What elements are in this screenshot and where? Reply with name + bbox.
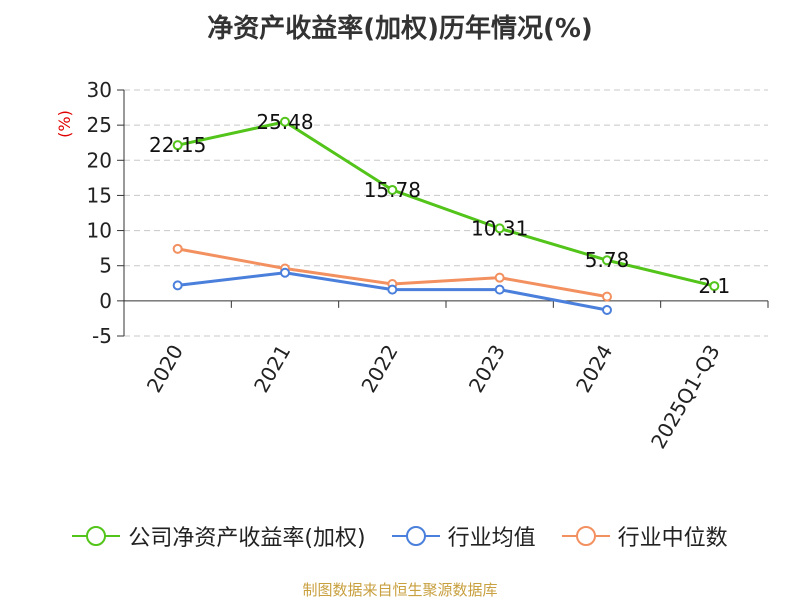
line-chart: 30 25 20 15 10 5 0 -5 2020 2021 2022 2023 2024 2025Q1… xyxy=(55,78,769,453)
data-point-median xyxy=(602,291,612,302)
x-tick-label: 2022 xyxy=(356,341,402,397)
legend-item-median[interactable]: 行业中位数 xyxy=(561,520,728,552)
data-point-company xyxy=(280,116,290,127)
data-point-median xyxy=(494,272,505,283)
data-point-company xyxy=(387,184,398,195)
data-point-company xyxy=(494,223,505,234)
data-point-average xyxy=(602,304,612,315)
data-point-average xyxy=(172,280,183,291)
data-point-average xyxy=(387,284,398,295)
data-source: 制图数据来自恒生聚源数据库 xyxy=(302,581,498,599)
data-point-average xyxy=(494,284,505,295)
data-label: 15.78 xyxy=(364,178,421,202)
data-label: 22.15 xyxy=(149,133,206,157)
x-tick-label: 2024 xyxy=(571,341,617,397)
series-line-company xyxy=(177,120,715,288)
y-tick-label: 0 xyxy=(99,289,112,313)
data-label: 10.31 xyxy=(471,216,528,240)
legend-label-average: 行业均值 xyxy=(447,526,536,551)
y-tick-label: 30 xyxy=(87,78,112,102)
data-point-company xyxy=(602,255,612,266)
x-tick-label: 2021 xyxy=(249,341,295,397)
data-point-median xyxy=(172,243,183,254)
data-label: 2.1 xyxy=(698,274,730,298)
y-tick-label: 10 xyxy=(87,219,112,243)
data-point-average xyxy=(280,267,290,278)
legend-marker-company xyxy=(72,524,121,548)
y-axis-label: (%) xyxy=(55,110,74,138)
legend-item-company[interactable]: 公司净资产收益率(加权) xyxy=(72,520,366,552)
legend-label-median: 行业中位数 xyxy=(617,526,728,551)
legend: 公司净资产收益率(加权) 行业均值 行业中位数 xyxy=(0,516,800,556)
legend-item-average[interactable]: 行业均值 xyxy=(391,520,536,552)
x-tick-label: 2020 xyxy=(142,341,188,397)
x-tick-label: 2025Q1-Q3 xyxy=(646,341,725,453)
chart-title: 净资产收益率(加权)历年情况(%) xyxy=(207,14,593,44)
x-tick-label: 2023 xyxy=(464,340,510,396)
legend-marker-average xyxy=(391,524,440,548)
legend-label-company: 公司净资产收益率(加权) xyxy=(128,526,366,551)
data-point-company xyxy=(709,281,720,292)
y-tick-label: 20 xyxy=(87,148,112,172)
data-point-company xyxy=(172,140,183,151)
y-tick-label: 5 xyxy=(99,254,112,278)
data-label: 5.78 xyxy=(585,248,630,272)
legend-marker-median xyxy=(561,524,610,548)
y-tick-label: 25 xyxy=(87,113,112,137)
y-tick-label: -5 xyxy=(92,324,112,348)
y-tick-label: 15 xyxy=(87,183,112,207)
data-label: 25.48 xyxy=(256,110,313,134)
